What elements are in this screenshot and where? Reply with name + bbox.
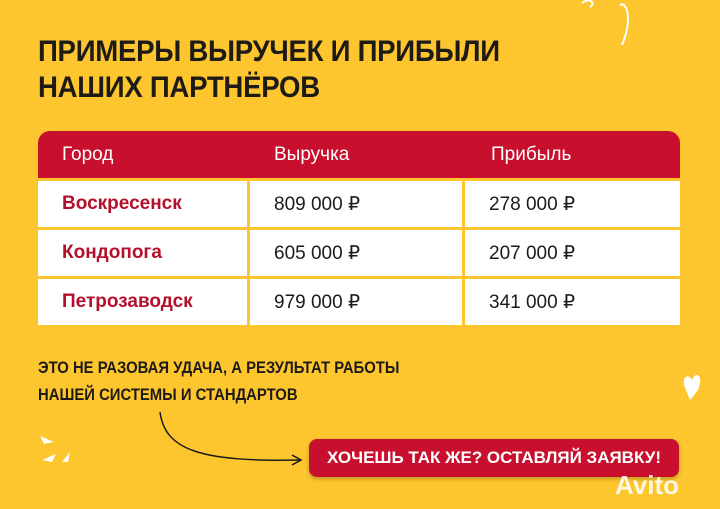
cell-revenue: 809 000 ₽ <box>250 181 462 227</box>
title-line-2: НАШИХ ПАРТНЁРОВ <box>38 71 320 104</box>
cell-profit: 207 000 ₽ <box>465 230 680 276</box>
table-row: Кондопога 605 000 ₽ 207 000 ₽ <box>38 230 680 276</box>
header-profit: Прибыль <box>491 143 572 165</box>
note-text: ЭТО НЕ РАЗОВАЯ УДАЧА, А РЕЗУЛЬТАТ РАБОТЫ… <box>38 355 399 409</box>
table-row: Петрозаводск 979 000 ₽ 341 000 ₽ <box>38 279 680 325</box>
header-revenue: Выручка <box>274 143 350 165</box>
page-title: ПРИМЕРЫ ВЫРУЧЕК И ПРИБЫЛИ НАШИХ ПАРТНЁРО… <box>38 34 500 106</box>
note-line-2: НАШЕЙ СИСТЕМЫ И СТАНДАРТОВ <box>38 386 298 404</box>
petal-icon <box>40 436 70 462</box>
cell-profit: 341 000 ₽ <box>465 279 680 325</box>
cell-city: Петрозаводск <box>38 279 247 325</box>
title-line-1: ПРИМЕРЫ ВЫРУЧЕК И ПРИБЫЛИ <box>38 35 500 68</box>
cell-profit: 278 000 ₽ <box>465 181 680 227</box>
arrow-icon <box>159 411 303 466</box>
cell-city: Кондопога <box>38 230 247 276</box>
cta-button[interactable]: ХОЧЕШЬ ТАК ЖЕ? ОСТАВЛЯЙ ЗАЯВКУ! <box>309 439 679 477</box>
cell-revenue: 605 000 ₽ <box>250 230 462 276</box>
table-header: Город Выручка Прибыль <box>38 131 680 178</box>
heart-icon <box>683 375 701 400</box>
swirl-icon <box>581 0 629 46</box>
note-line-1: ЭТО НЕ РАЗОВАЯ УДАЧА, А РЕЗУЛЬТАТ РАБОТЫ <box>38 359 400 377</box>
table-row: Воскресенск 809 000 ₽ 278 000 ₽ <box>38 181 680 227</box>
avito-watermark: Avito <box>615 470 680 500</box>
header-city: Город <box>62 143 114 165</box>
revenue-table: Город Выручка Прибыль Воскресенск 809 00… <box>38 131 680 325</box>
cell-revenue: 979 000 ₽ <box>250 279 462 325</box>
cell-city: Воскресенск <box>38 181 247 227</box>
